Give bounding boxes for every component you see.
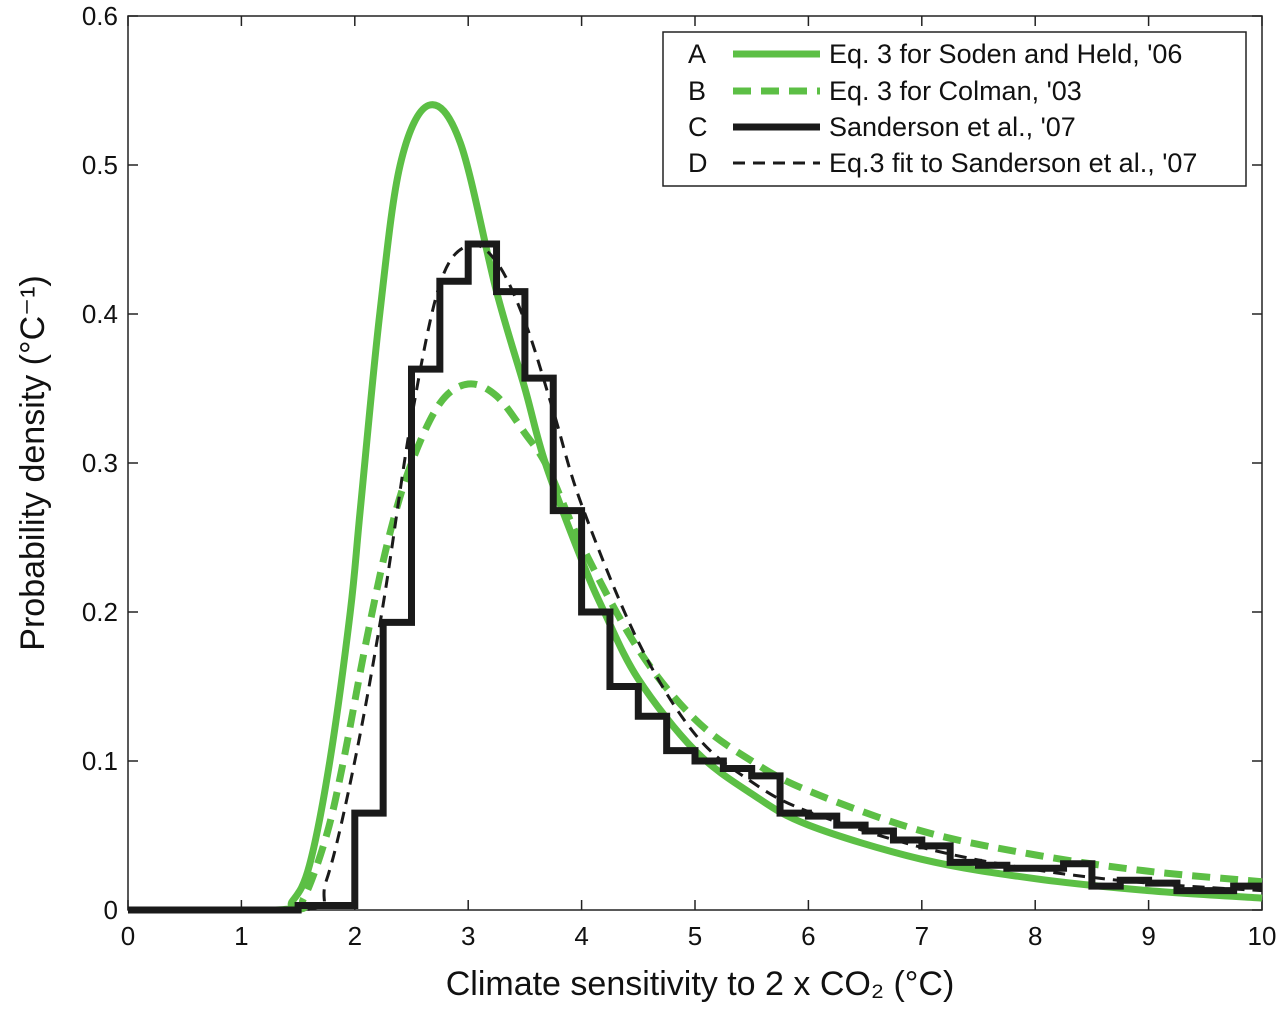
legend-label-b: Eq. 3 for Colman, '03: [829, 76, 1082, 106]
histogram-bin: [610, 686, 638, 688]
x-tick-label: 8: [1028, 921, 1042, 951]
legend-item-c: C Sanderson et al., '07: [688, 112, 1076, 142]
y-tick-label: 0: [104, 895, 118, 925]
x-axis: 0 1 2 3 4 5 6 7 8 9 10: [121, 16, 1277, 951]
legend-letter-a: A: [688, 39, 706, 69]
legend-letter-c: C: [688, 112, 708, 142]
x-tick-label: 1: [234, 921, 248, 951]
legend-letter-b: B: [688, 76, 706, 106]
histogram-bin: [355, 812, 383, 814]
x-axis-label: Climate sensitivity to 2 x CO₂ (°C): [446, 965, 955, 1003]
x-tick-label: 9: [1141, 921, 1155, 951]
histogram-bin: [553, 510, 581, 512]
y-tick-label: 0.4: [82, 299, 118, 329]
histogram-bin: [298, 905, 355, 907]
x-tick-label: 10: [1248, 921, 1277, 951]
x-tick-label: 5: [688, 921, 702, 951]
histogram-bin: [525, 377, 553, 379]
histogram-bin: [1234, 885, 1262, 887]
histogram-line: [128, 240, 1262, 914]
series-b: [127, 380, 1263, 914]
series-a: [127, 101, 1263, 914]
histogram-bin: [412, 368, 440, 370]
y-tick-label: 0.1: [82, 746, 118, 776]
series-d: [127, 243, 1263, 912]
legend-item-d: D Eq.3 fit to Sanderson et al., '07: [688, 148, 1197, 178]
x-tick-label: 0: [121, 921, 135, 951]
histogram-bin: [440, 280, 468, 282]
y-tick-label: 0.2: [82, 597, 118, 627]
histogram-bin: [1205, 890, 1233, 892]
y-axis-label: Probability density (°C⁻¹): [14, 275, 52, 650]
x-tick-label: 7: [915, 921, 929, 951]
histogram-bin: [922, 845, 950, 847]
histogram-bin: [582, 611, 610, 613]
histogram-bin: [723, 767, 751, 769]
curve-line: [127, 101, 1263, 914]
x-tick-label: 3: [461, 921, 475, 951]
x-tick-label: 6: [801, 921, 815, 951]
y-axis: 0 0.1 0.2 0.3 0.4 0.5 0.6: [82, 1, 1262, 925]
legend-item-b: B Eq. 3 for Colman, '03: [688, 76, 1082, 106]
curve-line: [127, 243, 1263, 912]
y-tick-label: 0.5: [82, 150, 118, 180]
histogram-bin: [383, 621, 411, 623]
curve-line: [127, 380, 1263, 914]
legend-label-d: Eq.3 fit to Sanderson et al., '07: [829, 148, 1197, 178]
y-tick-label: 0.3: [82, 448, 118, 478]
legend-box: [662, 31, 1247, 187]
histogram-bin: [1064, 863, 1092, 865]
legend-label-a: Eq. 3 for Soden and Held, '06: [829, 39, 1182, 69]
histogram-bin: [497, 291, 525, 293]
legend-letter-d: D: [688, 148, 708, 178]
x-tick-label: 2: [348, 921, 362, 951]
x-tick-label: 4: [574, 921, 588, 951]
histogram-bin: [780, 812, 808, 814]
legend-label-c: Sanderson et al., '07: [829, 112, 1076, 142]
histogram-bin: [950, 861, 978, 863]
series-c: [128, 240, 1262, 914]
series-layer: [127, 101, 1263, 914]
y-tick-label: 0.6: [82, 1, 118, 31]
legend: A Eq. 3 for Soden and Held, '06 B Eq. 3 …: [662, 31, 1247, 187]
histogram-bin: [1092, 885, 1120, 887]
legend-item-a: A Eq. 3 for Soden and Held, '06: [688, 39, 1182, 69]
histogram-bin: [638, 715, 666, 717]
histogram-bin: [1177, 890, 1205, 892]
histogram-bin: [752, 775, 780, 777]
histogram-bin: [667, 750, 695, 752]
